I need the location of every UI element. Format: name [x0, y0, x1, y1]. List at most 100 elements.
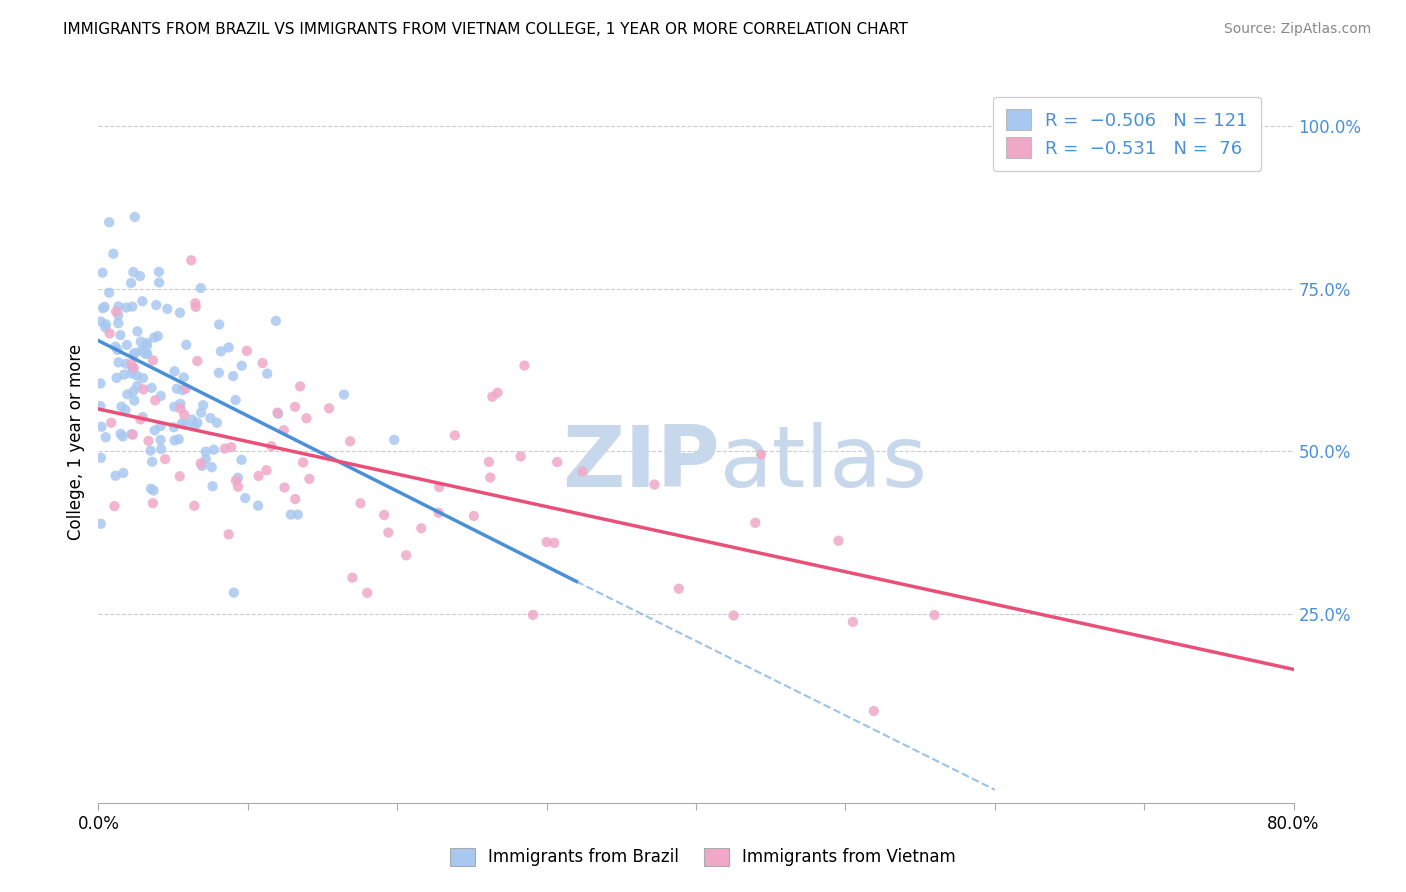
Point [170, 417, 193, 431]
Point [90, 376, 112, 391]
Point [145, 298, 167, 312]
Point [132, 410, 155, 425]
Point [181, 412, 204, 426]
Point [481, 390, 503, 404]
Point [479, 470, 502, 484]
Point [142, 353, 165, 368]
Point [222, 585, 245, 599]
Point [132, 345, 155, 359]
Point [115, 338, 138, 352]
Point [141, 455, 163, 469]
Point [190, 406, 212, 420]
Point [163, 420, 186, 434]
Point [194, 452, 217, 467]
Point [139, 443, 162, 458]
Point [150, 442, 173, 456]
Point [107, 343, 129, 357]
Point [172, 383, 194, 397]
Legend: R =  −0.506   N = 121, R =  −0.531   N =  76: R = −0.506 N = 121, R = −0.531 N = 76 [993, 96, 1261, 170]
Point [115, 301, 138, 315]
Point [122, 347, 145, 361]
Point [169, 469, 191, 483]
Point [247, 469, 270, 483]
Point [90, 314, 112, 328]
Point [103, 499, 125, 513]
Point [149, 419, 172, 434]
Point [411, 521, 433, 535]
Point [129, 334, 152, 349]
Point [98, 285, 121, 300]
Point [543, 536, 565, 550]
Point [91, 266, 114, 280]
Point [287, 508, 309, 522]
Point [127, 325, 149, 339]
Point [273, 423, 295, 437]
Point [143, 393, 166, 408]
Point [427, 506, 450, 520]
Point [209, 344, 232, 359]
Point [110, 328, 132, 343]
Point [382, 433, 405, 447]
Point [643, 477, 665, 491]
Point [173, 370, 195, 384]
Point [339, 434, 361, 449]
Text: IMMIGRANTS FROM BRAZIL VS IMMIGRANTS FROM VIETNAM COLLEGE, 1 YEAR OR MORE CORREL: IMMIGRANTS FROM BRAZIL VS IMMIGRANTS FRO… [63, 22, 908, 37]
Point [120, 367, 142, 381]
Point [377, 525, 399, 540]
Point [110, 400, 132, 414]
Point [190, 457, 212, 471]
Point [318, 401, 340, 416]
Point [156, 301, 179, 316]
Point [112, 368, 135, 382]
Point [444, 428, 467, 442]
Point [200, 411, 222, 425]
Point [98, 215, 121, 229]
Point [536, 535, 558, 549]
Point [135, 339, 157, 353]
Point [94, 430, 117, 444]
Point [356, 586, 378, 600]
Point [122, 361, 145, 376]
Point [174, 382, 197, 396]
Point [94, 320, 117, 334]
Point [256, 367, 278, 381]
Point [107, 299, 129, 313]
Point [184, 300, 207, 314]
Point [104, 468, 127, 483]
Point [924, 608, 946, 623]
Point [121, 427, 143, 442]
Point [111, 429, 134, 443]
Point [90, 516, 112, 531]
Point [180, 253, 202, 268]
Point [191, 458, 214, 473]
Point [136, 347, 159, 361]
Point [125, 368, 148, 383]
Point [744, 516, 766, 530]
Point [513, 359, 536, 373]
Point [252, 356, 274, 370]
Point [148, 265, 170, 279]
Point [104, 340, 127, 354]
Point [292, 455, 315, 469]
Point [284, 492, 307, 507]
Point [342, 571, 364, 585]
Point [201, 479, 224, 493]
Point [138, 434, 160, 448]
Point [122, 384, 145, 399]
Point [135, 347, 157, 361]
Point [93, 300, 115, 314]
Point [427, 480, 450, 494]
Point [267, 407, 290, 421]
Point [349, 496, 371, 510]
Point [218, 527, 240, 541]
Point [723, 608, 745, 623]
Point [295, 411, 318, 425]
Point [173, 408, 195, 422]
Point [194, 444, 217, 458]
Point [174, 417, 197, 432]
Point [163, 434, 186, 448]
Point [280, 508, 302, 522]
Point [226, 471, 249, 485]
Point [153, 452, 176, 467]
Point [166, 382, 188, 396]
